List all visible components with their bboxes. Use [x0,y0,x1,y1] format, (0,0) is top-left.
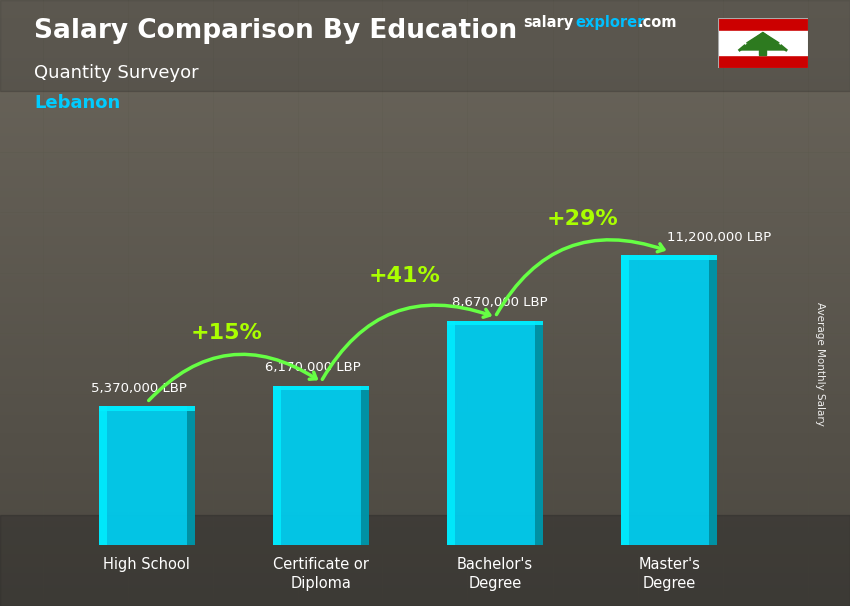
Bar [621,255,717,545]
Text: Salary Comparison By Education: Salary Comparison By Education [34,18,517,44]
Bar [621,255,629,545]
Text: salary: salary [523,15,573,30]
Bar [718,55,808,68]
Text: +29%: +29% [547,209,618,229]
Bar [361,385,369,545]
Bar [759,50,767,55]
Text: explorer: explorer [575,15,645,30]
Bar [0,515,850,606]
Bar [447,321,543,325]
Bar [718,31,808,55]
Bar [99,406,106,545]
Bar [447,321,543,545]
Text: +41%: +41% [369,266,440,286]
Bar [273,385,369,390]
Bar [99,406,195,411]
Text: Quantity Surveyor: Quantity Surveyor [34,64,199,82]
Text: Average Monthly Salary: Average Monthly Salary [815,302,825,425]
Polygon shape [746,33,779,43]
Bar [187,406,195,545]
Bar [99,406,195,545]
Text: .com: .com [638,15,677,30]
Text: Lebanon: Lebanon [34,94,120,112]
Text: 8,670,000 LBP: 8,670,000 LBP [451,296,547,310]
Text: 11,200,000 LBP: 11,200,000 LBP [667,231,772,244]
Bar [536,321,543,545]
Text: 6,170,000 LBP: 6,170,000 LBP [265,361,361,375]
Bar [710,255,717,545]
Bar [621,255,717,260]
Bar [273,385,369,545]
Polygon shape [740,33,786,50]
Bar [273,385,281,545]
Bar [718,18,808,31]
Text: 5,370,000 LBP: 5,370,000 LBP [91,382,187,395]
Bar [0,0,850,91]
Bar [447,321,455,545]
Text: +15%: +15% [191,323,263,343]
